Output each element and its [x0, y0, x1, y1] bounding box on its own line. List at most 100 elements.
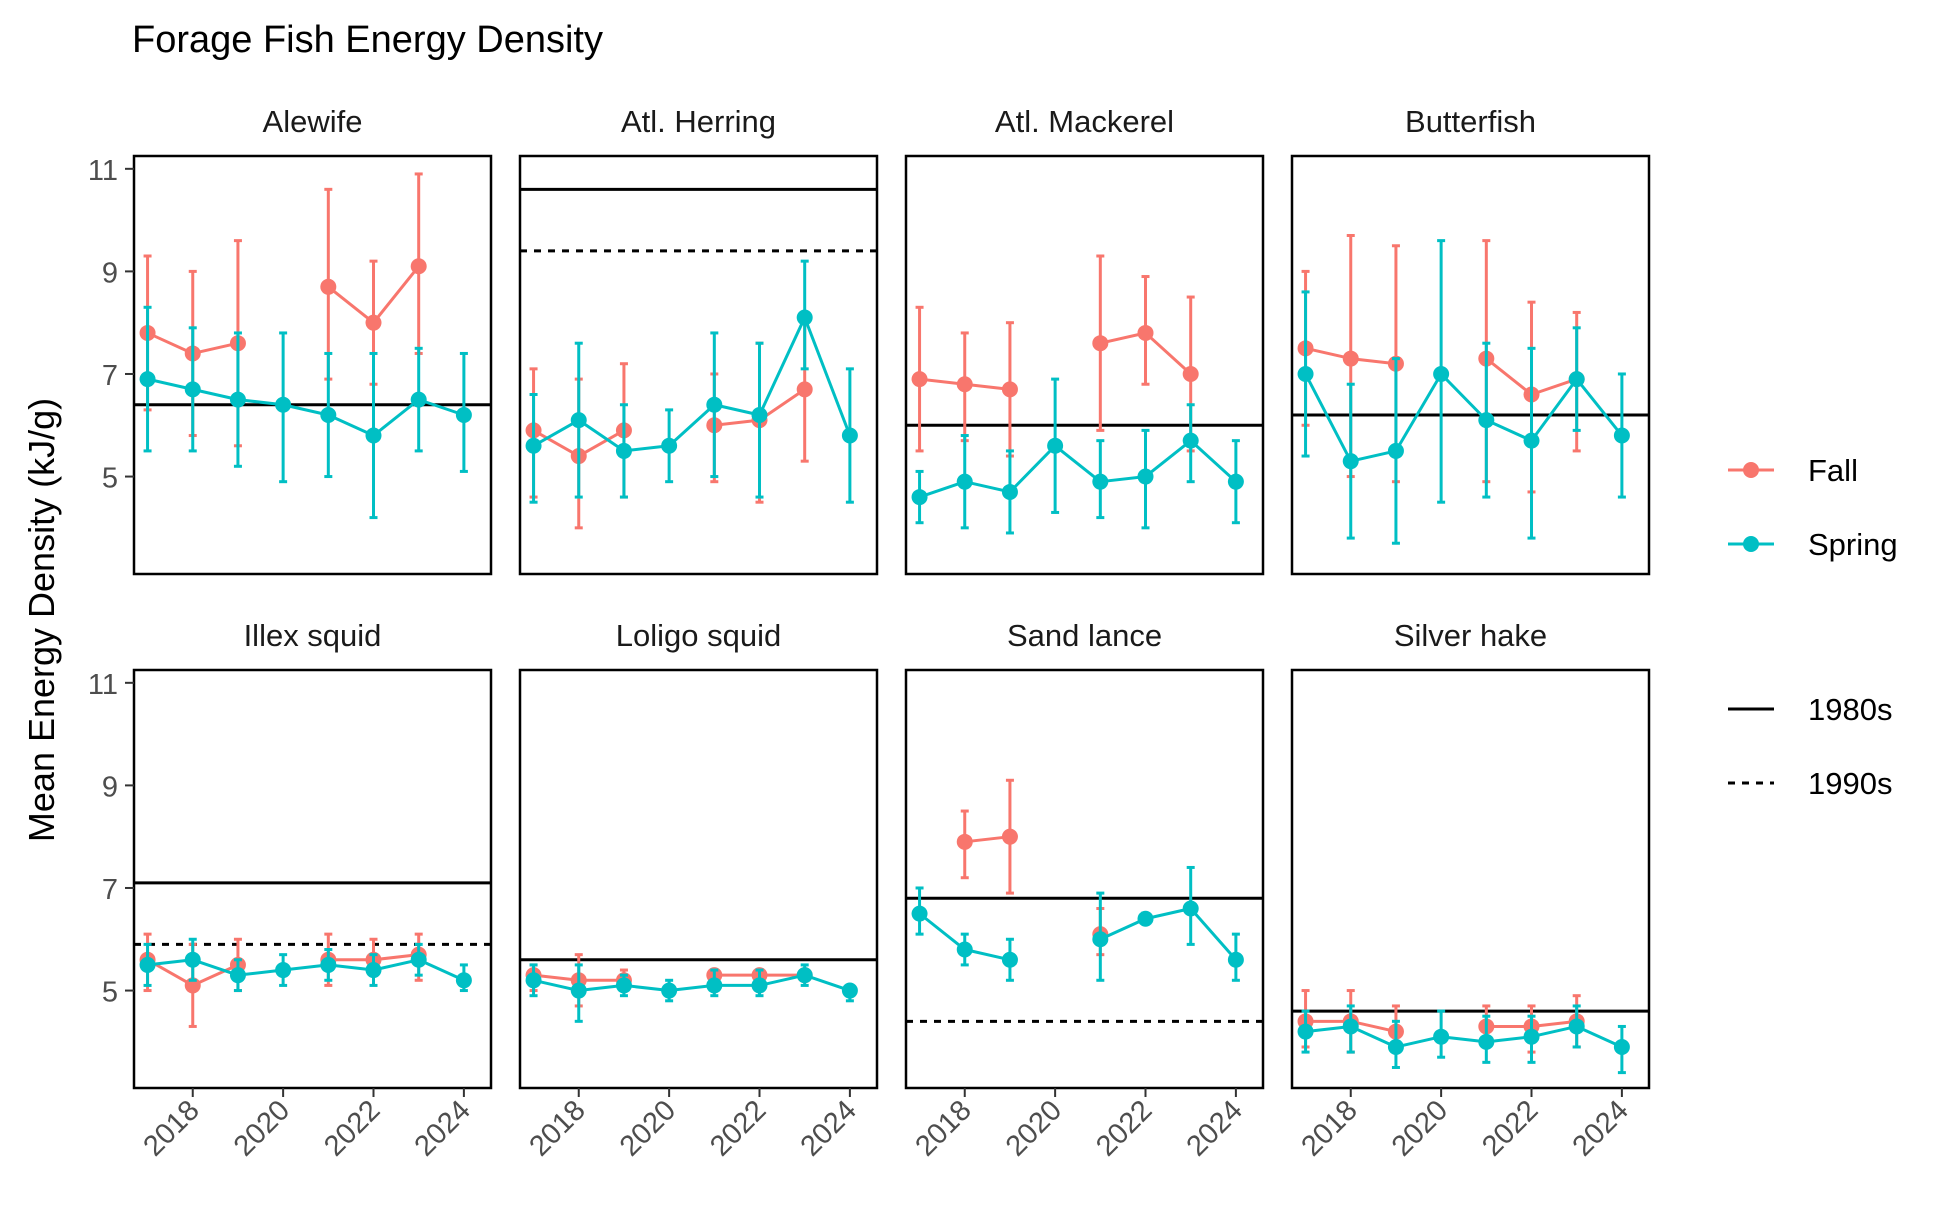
data-point-fall: [796, 381, 813, 398]
data-point-spring: [615, 442, 632, 459]
panel-loligo-squid: Loligo squid 2018 2020 2022 2024: [518, 618, 879, 1163]
legend-key-point-fall: [1743, 462, 1759, 478]
y-tick-label: 7: [102, 874, 118, 906]
legend-label-1980s: 1980s: [1808, 692, 1892, 727]
series-line-fall: [146, 331, 194, 355]
panel-atl-mackerel: Atl. Mackerel: [904, 104, 1265, 576]
panel-background: [134, 670, 491, 1088]
data-point-spring: [1001, 483, 1018, 500]
series-line-fall: [578, 429, 625, 458]
data-point-spring: [796, 309, 813, 326]
data-point-spring: [1137, 910, 1154, 927]
data-point-spring: [1297, 365, 1314, 382]
data-point-spring: [1092, 473, 1109, 490]
x-tick-label: 2020: [1386, 1094, 1454, 1162]
panel-border: [1290, 154, 1651, 576]
panel-border: [132, 154, 493, 576]
x-tick-label: 2022: [1476, 1094, 1544, 1162]
panel-border: [518, 154, 879, 576]
data-point-spring: [661, 437, 678, 454]
data-point-spring: [1478, 412, 1495, 429]
data-point-fall: [1001, 828, 1018, 845]
panel-background: [906, 670, 1263, 1088]
panel-butterfish: Butterfish: [1290, 104, 1651, 576]
data-point-spring: [1523, 1028, 1540, 1045]
series-line-fall: [1144, 331, 1192, 376]
data-point-spring: [1182, 900, 1199, 917]
data-point-spring: [1478, 1033, 1495, 1050]
panel-background: [134, 156, 491, 574]
chart-title: Forage Fish Energy Density: [132, 19, 603, 61]
data-point-spring: [455, 972, 472, 989]
x-tick-label: 2024: [409, 1094, 477, 1162]
series-line-spring: [1189, 907, 1238, 961]
series-line-spring: [1144, 439, 1192, 478]
series-line-spring: [668, 403, 716, 447]
data-point-spring: [1387, 442, 1404, 459]
panel-background: [906, 156, 1263, 574]
series-line-spring: [1575, 378, 1624, 437]
data-point-fall: [1001, 381, 1018, 398]
legend-key-point-spring: [1743, 536, 1759, 552]
data-point-spring: [1297, 1023, 1314, 1040]
data-point-spring: [410, 951, 427, 968]
data-point-spring: [1047, 437, 1064, 454]
series-line-spring: [372, 398, 420, 437]
data-point-spring: [1092, 931, 1109, 948]
legend: Fall Spring 1980s 1990s: [1728, 453, 1898, 801]
y-tick-label: 7: [102, 360, 118, 392]
y-tick-label: 9: [102, 257, 118, 289]
series-line-spring: [532, 418, 580, 448]
data-point-spring: [615, 977, 632, 994]
panel-border: [132, 668, 493, 1090]
panel-background: [520, 670, 877, 1088]
data-point-spring: [1227, 473, 1244, 490]
data-point-spring: [706, 396, 723, 413]
data-point-fall: [320, 278, 337, 295]
panel-border: [904, 668, 1265, 1090]
x-tick-label: 2024: [1181, 1094, 1249, 1162]
data-point-spring: [1613, 1038, 1630, 1055]
data-point-spring: [320, 407, 337, 424]
data-point-spring: [1568, 1018, 1585, 1035]
data-point-spring: [570, 982, 587, 999]
data-point-spring: [525, 437, 542, 454]
data-point-fall: [911, 371, 928, 388]
panel-title-loligo-squid: Loligo squid: [616, 618, 781, 653]
data-point-spring: [796, 967, 813, 984]
data-point-spring: [229, 967, 246, 984]
panel-title-alewife: Alewife: [263, 104, 363, 139]
series-line-spring: [1099, 917, 1147, 941]
x-tick-label: 2024: [795, 1094, 863, 1162]
data-point-spring: [661, 982, 678, 999]
x-tick-label: 2024: [1567, 1094, 1635, 1162]
x-tick-label: 2020: [1000, 1094, 1068, 1162]
data-point-spring: [184, 381, 201, 398]
data-point-spring: [1433, 365, 1450, 382]
data-point-spring: [1001, 951, 1018, 968]
data-point-spring: [525, 972, 542, 989]
panel-border: [904, 154, 1265, 576]
data-point-spring: [911, 489, 928, 506]
series-line-spring: [1054, 444, 1102, 483]
data-point-spring: [410, 391, 427, 408]
series-line-spring: [1530, 378, 1578, 442]
data-point-spring: [570, 412, 587, 429]
x-tick-label: 2022: [704, 1094, 772, 1162]
series-line-spring: [1485, 418, 1533, 443]
data-point-spring: [365, 427, 382, 444]
y-tick-label: 9: [102, 771, 118, 803]
data-point-spring: [706, 977, 723, 994]
series-line-spring: [327, 413, 375, 437]
series-line-fall: [372, 265, 420, 324]
series-line-fall: [192, 963, 239, 987]
data-point-fall: [1137, 324, 1154, 341]
data-point-spring: [751, 977, 768, 994]
legend-label-1990s: 1990s: [1808, 766, 1892, 801]
legend-label-fall: Fall: [1808, 453, 1858, 488]
data-point-fall: [365, 314, 382, 331]
series-line-fall: [327, 285, 375, 324]
x-tick-label: 2020: [614, 1094, 682, 1162]
panel-border: [1290, 668, 1651, 1090]
